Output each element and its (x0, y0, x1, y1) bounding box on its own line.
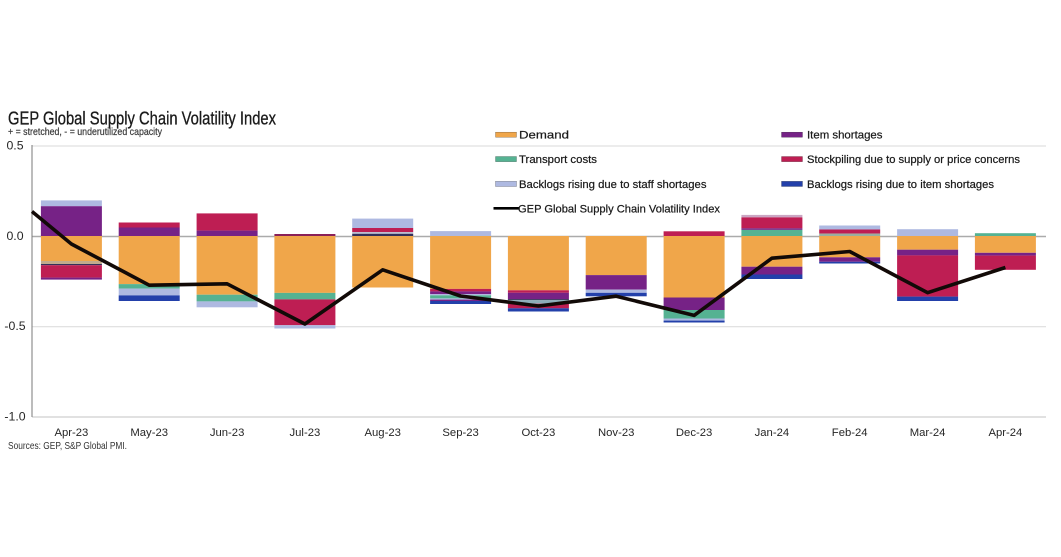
svg-text:Aug-23: Aug-23 (364, 427, 400, 439)
svg-text:Stockpiling due to supply or p: Stockpiling due to supply or price conce… (807, 154, 1020, 166)
svg-text:0.5: 0.5 (6, 138, 23, 152)
svg-text:Demand: Demand (519, 130, 569, 142)
svg-text:Sep-23: Sep-23 (442, 427, 478, 439)
svg-text:Jan-24: Jan-24 (755, 427, 790, 439)
svg-text:May-23: May-23 (130, 427, 168, 439)
svg-text:GEP Global Supply Chain Volati: GEP Global Supply Chain Volatility Index (8, 109, 276, 129)
svg-text:Nov-23: Nov-23 (598, 427, 634, 439)
svg-text:Item shortages: Item shortages (807, 130, 883, 142)
svg-text:Apr-24: Apr-24 (988, 427, 1022, 439)
svg-text:Oct-23: Oct-23 (521, 427, 555, 439)
svg-text:+ = stretched, - = underutiliz: + = stretched, - = underutilized capacit… (8, 127, 163, 138)
svg-text:Transport costs: Transport costs (519, 154, 597, 166)
svg-text:-1.0: -1.0 (4, 409, 25, 423)
svg-text:Backlogs rising due to item sh: Backlogs rising due to item shortages (807, 179, 994, 191)
svg-text:GEP Global Supply Chain Volati: GEP Global Supply Chain Volatility Index (518, 204, 720, 216)
svg-text:Mar-24: Mar-24 (910, 427, 946, 439)
svg-text:Apr-23: Apr-23 (54, 427, 88, 439)
svg-text:Dec-23: Dec-23 (676, 427, 712, 439)
svg-text:Jul-23: Jul-23 (290, 427, 321, 439)
svg-text:0.0: 0.0 (6, 229, 23, 243)
svg-text:Sources: GEP, S&P Global PMI.: Sources: GEP, S&P Global PMI. (8, 441, 127, 452)
svg-text:-0.5: -0.5 (4, 319, 25, 333)
svg-text:Backlogs rising due to staff s: Backlogs rising due to staff shortages (519, 179, 707, 191)
svg-text:Jun-23: Jun-23 (210, 427, 245, 439)
svg-text:Feb-24: Feb-24 (832, 427, 868, 439)
